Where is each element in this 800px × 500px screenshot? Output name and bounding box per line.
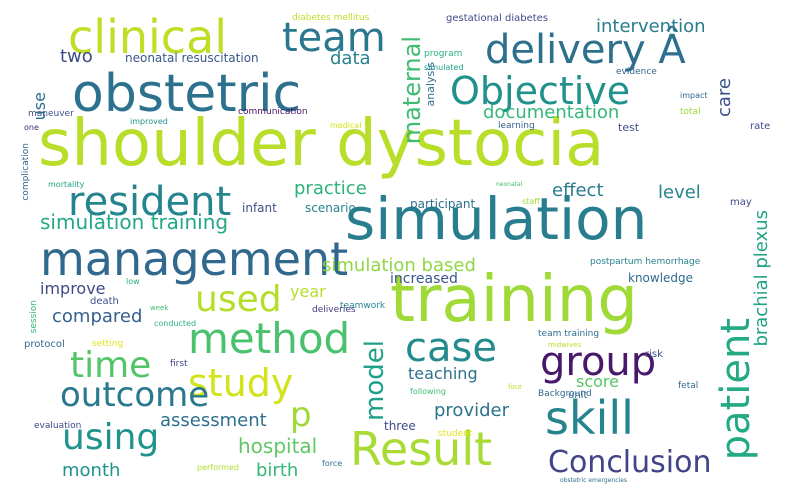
word-three: three [384, 419, 416, 433]
word-midwives: midwives [548, 341, 581, 349]
word-four: four [508, 383, 523, 391]
word-conclusion: Conclusion [548, 445, 712, 480]
word-fetal: fetal [678, 381, 699, 391]
word-data: data [330, 48, 371, 69]
word-background: Background [538, 389, 592, 399]
word-neonatal: neonatal [496, 181, 523, 188]
word-risk: risk [645, 349, 663, 360]
word-death: death [90, 296, 119, 307]
word-birth: birth [256, 460, 299, 481]
word-resident: resident [68, 179, 232, 225]
word-increased: increased [390, 271, 458, 287]
word-improved: improved [130, 117, 168, 126]
word-learning: learning [498, 121, 535, 131]
word-may: may [730, 197, 752, 208]
word-setting: setting [92, 339, 124, 349]
word-delivery: delivery Â [485, 27, 686, 73]
word-test: test [618, 121, 640, 134]
word-teaching: teaching [408, 364, 478, 383]
word-simulated: simulated [424, 63, 464, 72]
word-team: team [282, 15, 386, 61]
word-mortality: mortality [48, 180, 85, 189]
word-case: case [405, 325, 497, 371]
word-obstetric-emergencies: obstetric emergencies [560, 477, 628, 484]
word-total: total [680, 107, 701, 117]
word-neonatal-resuscitation: neonatal resuscitation [125, 51, 259, 65]
word-shoulder-dystocia: shoulder dystocia [38, 107, 605, 181]
word-brachial-plexus: brachial plexus [751, 210, 772, 347]
word-rate: rate [750, 121, 771, 132]
word-student: student [438, 429, 473, 439]
word-hospital: hospital [238, 434, 318, 458]
word-program: program [424, 49, 463, 59]
word-model: model [360, 340, 390, 421]
word-deliveries: deliveries [312, 305, 356, 315]
word-level: level [658, 182, 701, 203]
word-maneuver: maneuver [28, 109, 74, 119]
word-conducted: conducted [154, 319, 197, 328]
word-following: following [410, 387, 446, 396]
word-skill: skill [545, 391, 634, 445]
word-score: score [576, 372, 619, 391]
word-staff: staff [522, 197, 540, 206]
word-provider: provider [434, 400, 509, 421]
word-low: low [126, 277, 140, 286]
word-impact: impact [680, 91, 708, 100]
word-year: year [290, 282, 326, 301]
word-patient: patient [713, 318, 759, 461]
word-infant: infant [242, 201, 277, 215]
word-participant: participant [410, 197, 476, 211]
word-medical: medical [330, 121, 362, 130]
word-documentation: documentation [483, 102, 620, 123]
word-simulation-based: simulation based [322, 255, 476, 276]
word-evidence: evidence [616, 67, 657, 77]
word-compared: compared [52, 306, 143, 327]
word-force: force [322, 459, 343, 468]
word-evaluation: evaluation [34, 421, 82, 431]
word-one: one [24, 123, 39, 132]
word-used: used [195, 279, 282, 320]
word-objective: Objective [450, 69, 631, 113]
word-clinical: clinical [68, 10, 228, 64]
word-protocol: protocol [24, 339, 65, 350]
word-management: management [40, 232, 349, 286]
word-month: month [62, 460, 121, 481]
word-gestational-diabetes: gestational diabetes [446, 13, 549, 24]
word-outcome: outcome [60, 375, 210, 415]
word-postpartum-hemorrhage: postpartum hemorrhage [590, 257, 701, 267]
word-improve: improve [40, 279, 106, 298]
word-first: first [170, 359, 188, 369]
word-communication: communication [238, 107, 308, 117]
word-group: group [540, 339, 657, 385]
word-time: time [70, 345, 152, 386]
word-session: session [29, 300, 39, 334]
word-obstetric: obstetric [72, 64, 302, 124]
word-knowledge: knowledge [628, 271, 694, 285]
word-effect: effect [552, 180, 604, 201]
word-diabetes-mellitus: diabetes mellitus [292, 13, 370, 23]
word-p: p [290, 395, 312, 435]
word-complication: complication [21, 143, 31, 201]
word-result: Result [350, 422, 493, 476]
word-team-training: team training [538, 329, 600, 339]
word-intervention: intervention [596, 16, 706, 37]
word-analysis: analysis [424, 62, 437, 107]
word-maternal: maternal [398, 36, 426, 145]
word-unit: unit [568, 390, 588, 401]
word-teamwork: teamwork [340, 301, 386, 311]
word-care: care [714, 78, 735, 118]
word-scenario: scenario [305, 201, 356, 215]
word-method: method [188, 314, 351, 363]
word-simulation: simulation [345, 185, 648, 253]
word-week: week [150, 304, 169, 312]
word-using: using [62, 417, 160, 458]
word-simulation-training: simulation training [40, 210, 229, 234]
word-assessment: assessment [160, 410, 267, 431]
word-training: training [390, 263, 638, 337]
word-practice: practice [294, 178, 367, 199]
word-two: two [60, 46, 93, 67]
word-performed: performed [197, 463, 239, 472]
word-study: study [188, 361, 294, 405]
